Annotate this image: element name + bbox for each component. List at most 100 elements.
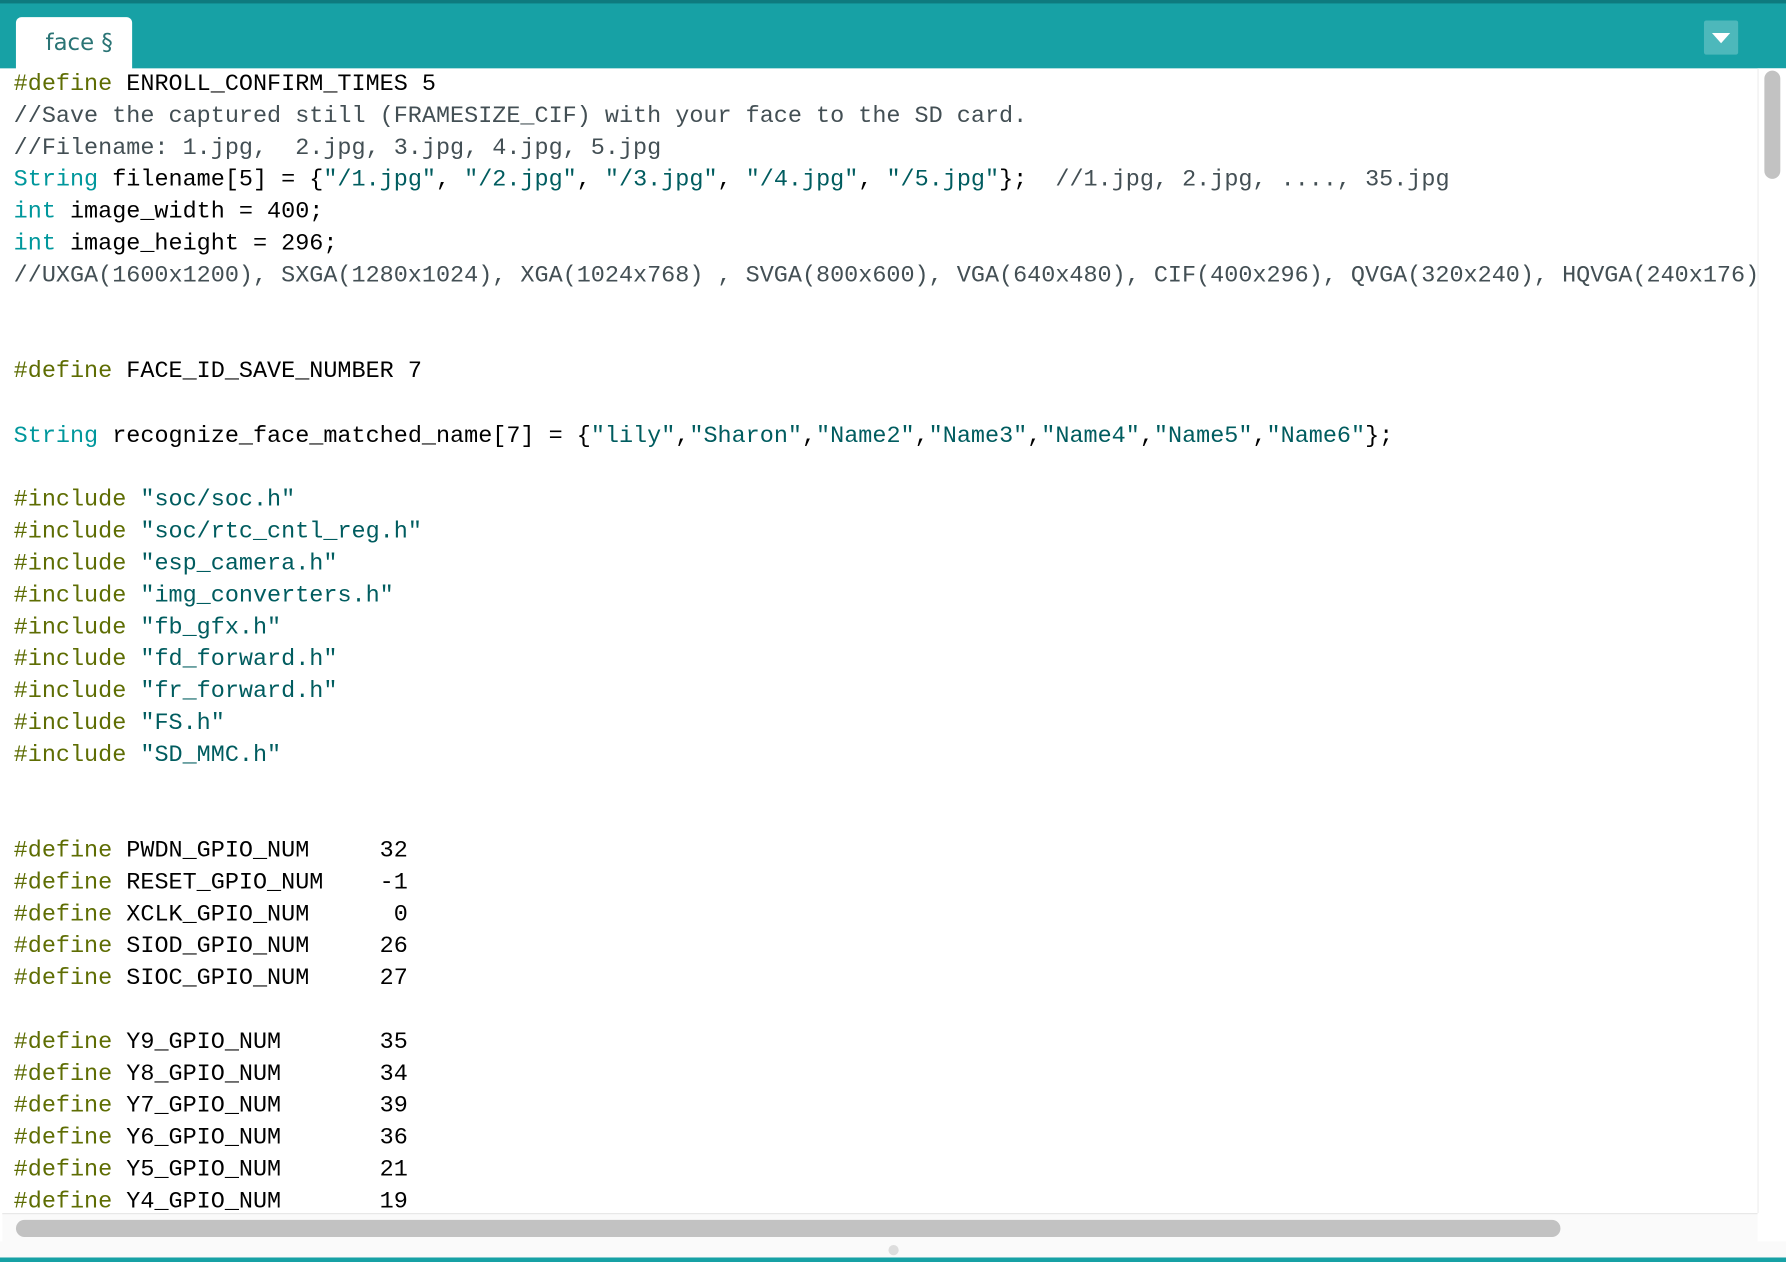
code-text: , [675,423,690,450]
code-line[interactable]: #include "soc/rtc_cntl_reg.h" [14,517,422,549]
code-keyword: #include [13,710,127,737]
code-line[interactable]: #define PWDN_GPIO_NUM 32 [14,836,408,868]
code-text: ENROLL_CONFIRM_TIMES 5 [112,71,436,98]
code-line[interactable]: #define SIOC_GPIO_NUM 27 [14,964,408,996]
code-comment: //Filename: 1.jpg, 2.jpg, 3.jpg, 4.jpg, … [13,135,662,162]
code-line[interactable]: #include "SD_MMC.h" [14,740,281,772]
code-text [126,743,140,769]
code-line[interactable]: #include "fd_forward.h" [14,645,338,677]
console-resize-divider[interactable] [0,1241,1786,1258]
code-text [126,519,140,545]
code-string: "Name5" [1153,423,1253,450]
code-text: Y8_GPIO_NUM 34 [112,1061,408,1088]
code-line[interactable]: #define Y6_GPIO_NUM 36 [14,1123,408,1155]
horizontal-scrollbar[interactable] [2,1213,1758,1244]
code-text: }; [1365,423,1394,450]
code-text: image_width = 400; [55,199,324,226]
code-line[interactable]: #define SIOD_GPIO_NUM 26 [14,932,408,964]
code-keyword: #include [13,519,127,546]
vertical-scrollbar-thumb[interactable] [1764,70,1781,179]
code-text: , [576,167,605,194]
code-string: "Name3" [928,423,1028,450]
tab-bar: face § [0,0,1786,72]
code-string: "lily" [590,423,676,450]
code-text: Y6_GPIO_NUM 36 [112,1125,408,1152]
code-string: "fd_forward.h" [140,646,338,674]
code-comment: //1.jpg, 2.jpg, ...., 35.jpg [1055,167,1450,194]
code-keyword: #include [13,742,127,769]
code-line[interactable]: #include "img_converters.h" [14,581,394,613]
code-string: "Name6" [1266,423,1366,450]
code-type: String [13,423,99,450]
code-text: , [1252,423,1267,450]
code-keyword: #define [13,1189,113,1214]
code-line[interactable]: //Save the captured still (FRAMESIZE_CIF… [14,101,1028,133]
code-string: "soc/soc.h" [140,487,296,514]
code-line[interactable]: //Filename: 1.jpg, 2.jpg, 3.jpg, 4.jpg, … [14,133,662,165]
code-line[interactable]: #include "soc/soc.h" [14,485,296,517]
code-text [126,615,140,641]
code-line[interactable]: int image_height = 296; [14,229,338,261]
code-keyword: #define [13,358,113,385]
code-keyword: #include [13,487,127,514]
code-line[interactable]: String recognize_face_matched_name[7] = … [14,421,1394,453]
code-text: SIOC_GPIO_NUM 27 [112,965,408,993]
code-string: "fr_forward.h" [140,678,338,706]
code-keyword: #define [13,1157,113,1184]
code-line[interactable]: //UXGA(1600x1200), SXGA(1280x1024), XGA(… [14,261,1757,293]
code-line[interactable]: int image_width = 400; [14,197,324,229]
code-line[interactable]: #include "esp_camera.h" [14,549,338,581]
code-text [126,679,140,705]
code-type: int [13,199,56,226]
code-keyword: #define [13,1029,113,1056]
code-keyword: #define [13,1093,113,1120]
code-string: "SD_MMC.h" [140,742,282,769]
code-type: String [13,167,99,194]
vertical-scrollbar[interactable] [1757,68,1786,1214]
code-line[interactable]: #include "fb_gfx.h" [14,613,281,645]
code-line[interactable]: #define Y4_GPIO_NUM 19 [14,1187,408,1213]
code-text: RESET_GPIO_NUM -1 [112,870,408,897]
code-string: "Name4" [1041,423,1140,450]
code-text: Y7_GPIO_NUM 39 [112,1093,408,1120]
code-keyword: #include [13,551,127,578]
code-text: image_height = 296; [55,231,338,258]
code-line[interactable]: #include "fr_forward.h" [14,677,338,709]
code-line[interactable]: #define Y9_GPIO_NUM 35 [14,1027,408,1059]
code-text [126,551,140,577]
code-string: "/4.jpg" [745,167,859,194]
code-editor[interactable]: #define ENROLL_CONFIRM_TIMES 5//Save the… [2,68,1757,1213]
tab-face[interactable]: face § [15,17,133,72]
code-keyword: #include [13,646,127,674]
code-text: XCLK_GPIO_NUM 0 [112,902,408,929]
horizontal-scrollbar-thumb[interactable] [15,1219,1561,1237]
code-line[interactable]: #define ENROLL_CONFIRM_TIMES 5 [14,69,436,101]
code-text [126,583,140,609]
code-keyword: #define [13,838,113,865]
code-line[interactable]: #define FACE_ID_SAVE_NUMBER 7 [14,357,422,389]
code-line[interactable]: #define Y5_GPIO_NUM 21 [14,1155,408,1187]
code-line[interactable]: #include "FS.h" [14,708,225,740]
code-string: "/3.jpg" [604,167,718,194]
resize-grip-icon[interactable] [888,1244,899,1256]
code-line[interactable]: String filename[5] = {"/1.jpg", "/2.jpg"… [14,165,1450,197]
code-string: "esp_camera.h" [140,551,338,578]
code-line[interactable]: #define XCLK_GPIO_NUM 0 [14,900,408,932]
code-line[interactable]: #define Y7_GPIO_NUM 39 [14,1091,408,1123]
code-string: "/2.jpg" [464,167,577,194]
code-text [126,711,140,737]
code-keyword: #define [13,71,113,98]
code-line[interactable]: #define RESET_GPIO_NUM -1 [14,868,408,900]
code-string: "FS.h" [140,710,225,737]
code-string: "fb_gfx.h" [140,615,282,642]
code-string: "soc/rtc_cntl_reg.h" [140,519,422,546]
code-text: , [914,423,929,450]
code-string: "Sharon" [689,423,802,450]
tab-menu-chevron-down-icon[interactable] [1703,20,1739,55]
code-keyword: #include [13,678,127,706]
code-text: Y5_GPIO_NUM 21 [112,1157,408,1184]
code-line[interactable]: #define Y8_GPIO_NUM 34 [14,1059,408,1091]
code-text: FACE_ID_SAVE_NUMBER 7 [112,358,422,385]
code-text: , [1027,423,1042,450]
tab-label: face § [45,28,113,56]
